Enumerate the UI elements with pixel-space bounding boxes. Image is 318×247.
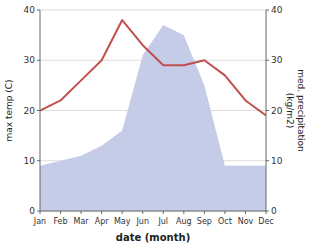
x-tick	[60, 211, 61, 214]
y-tick	[37, 10, 40, 11]
y-tick-label: 30	[24, 55, 36, 65]
y2-tick-label: 30	[271, 55, 283, 65]
x-tick-label: Apr	[95, 217, 110, 226]
y-tick-label: 0	[29, 206, 35, 216]
y-tick-label: 20	[24, 106, 36, 116]
y-tick-label: 40	[24, 5, 36, 15]
y-tick	[37, 160, 40, 161]
y2-tick	[266, 160, 269, 161]
x-tick	[224, 211, 225, 214]
y2-axis-label: med. precipitation(kg/m2)	[285, 69, 306, 151]
y2-tick-label: 40	[271, 5, 283, 15]
y2-tick-label: 0	[271, 206, 277, 216]
y2-tick-label: 20	[271, 106, 283, 116]
y2-tick	[266, 60, 269, 61]
x-tick-label: May	[114, 217, 131, 226]
x-tick-label: Aug	[176, 217, 192, 226]
x-tick-label: Jan	[33, 217, 46, 226]
y-tick-label: 10	[24, 156, 36, 166]
y-tick	[37, 110, 40, 111]
chart: 0 10 20 30 40 0 10 20 30 40 Jan Feb Mar Apr May Jun Jul A…	[0, 0, 318, 247]
x-tick-label: Oct	[218, 217, 232, 226]
x-tick-label: Jul	[157, 217, 168, 226]
x-tick	[122, 211, 123, 214]
y2-tick	[266, 10, 269, 11]
x-tick	[183, 211, 184, 214]
x-tick-label: Mar	[74, 217, 90, 226]
x-tick-label: Dec	[258, 217, 273, 226]
x-tick-label: Sep	[197, 217, 212, 226]
grid-line	[40, 10, 266, 11]
x-tick	[204, 211, 205, 214]
y2-axis-label-line: (kg/m2)	[285, 93, 295, 128]
grid-line	[40, 211, 266, 212]
x-tick-label: Jun	[135, 217, 149, 226]
x-tick-label: Nov	[238, 217, 254, 226]
plot-area	[40, 20, 266, 211]
x-tick-label: Feb	[53, 217, 67, 226]
x-axis-label: date (month)	[116, 232, 190, 243]
temperature-line	[40, 20, 266, 115]
x-tick	[40, 211, 41, 214]
x-tick	[81, 211, 82, 214]
x-tick	[266, 211, 267, 214]
y2-tick-label: 10	[271, 156, 283, 166]
y-axis-label: max temp (C)	[4, 79, 14, 141]
y2-axis-label-line: med. precipitation	[296, 69, 306, 151]
y-tick	[37, 60, 40, 61]
y2-tick	[266, 110, 269, 111]
x-tick	[142, 211, 143, 214]
x-tick	[163, 211, 164, 214]
x-tick	[101, 211, 102, 214]
x-axis-line	[40, 211, 266, 212]
x-tick	[245, 211, 246, 214]
precipitation-area	[40, 25, 266, 211]
